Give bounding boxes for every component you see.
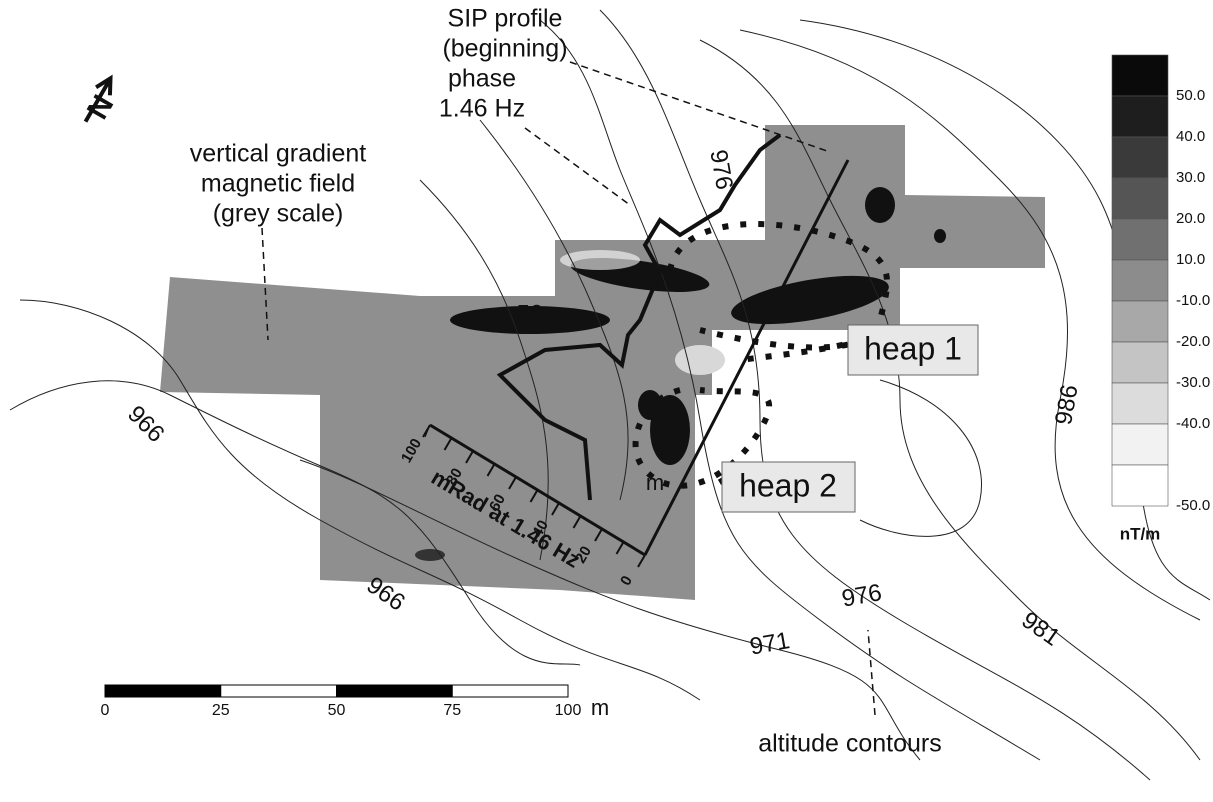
sip-axis-ticks xyxy=(422,424,646,568)
heap-label: heap 1 xyxy=(864,330,962,366)
legend-swatch xyxy=(1111,218,1169,261)
legend-label: 30.0 xyxy=(1176,169,1205,186)
axis-unit: m xyxy=(646,470,664,495)
scale-label: 50 xyxy=(328,702,346,719)
legend-swatch xyxy=(1111,259,1169,302)
legend-swatch xyxy=(1111,341,1169,384)
legend-label: 20.0 xyxy=(1176,210,1205,227)
legend-label: -50.0 xyxy=(1176,497,1210,514)
axis-tick xyxy=(615,541,625,555)
scale-label: 75 xyxy=(443,702,461,719)
north-arrow: N xyxy=(81,74,120,125)
contour-label: 986 xyxy=(1050,383,1084,427)
legend-label: 50.0 xyxy=(1176,87,1205,104)
annotation-arrows xyxy=(261,61,876,716)
scale-label: 100 xyxy=(555,702,582,719)
legend-unit: nT/m xyxy=(1120,524,1161,543)
annotation: (beginning) xyxy=(442,35,567,63)
heap-label: heap 2 xyxy=(739,467,837,503)
legend-swatch xyxy=(1111,423,1169,466)
contour-label: 976 xyxy=(704,148,738,192)
heap-box xyxy=(847,324,979,376)
axis-tick xyxy=(594,528,603,542)
annotation: magnetic field xyxy=(201,170,355,198)
legend-label: -30.0 xyxy=(1176,374,1210,391)
legend-label: -10.0 xyxy=(1176,292,1210,309)
annotation: SIP profile xyxy=(448,5,563,33)
axis-tick xyxy=(508,476,517,490)
axis-tick xyxy=(637,554,646,568)
axis-tick xyxy=(572,515,582,529)
contour-label: 966 xyxy=(122,400,169,447)
contour-label: 971 xyxy=(748,627,792,661)
axis-tick xyxy=(551,502,560,516)
legend-swatch xyxy=(1111,464,1169,507)
axis-tick xyxy=(529,489,539,503)
legend-label: -40.0 xyxy=(1176,415,1210,432)
axis-label: 40 xyxy=(529,517,552,540)
scale-segment xyxy=(104,684,222,698)
legend-swatch xyxy=(1111,54,1169,97)
axis-tick xyxy=(486,463,496,477)
annotation: phase xyxy=(448,65,516,93)
axis-label: 60 xyxy=(486,491,509,514)
scale-segment xyxy=(336,684,453,698)
axis-tick xyxy=(422,424,431,438)
scale-segment xyxy=(451,684,569,698)
annotation: altitude contours xyxy=(758,730,941,758)
scale-segment xyxy=(220,684,337,698)
scale-label: 25 xyxy=(212,702,230,719)
annotation: 1.46 Hz xyxy=(439,95,525,123)
legend-swatch xyxy=(1111,300,1169,343)
scale-unit: m xyxy=(591,695,609,720)
legend-swatch xyxy=(1111,95,1169,138)
legend-swatch xyxy=(1111,177,1169,220)
legend-swatch xyxy=(1111,136,1169,179)
axis-tick xyxy=(465,450,474,464)
contour-label: 976 xyxy=(840,579,884,613)
annotation: vertical gradient xyxy=(190,140,367,168)
scale-label: 0 xyxy=(101,702,110,719)
contour-label: 981 xyxy=(1017,607,1065,652)
axis-label: 20 xyxy=(572,543,595,566)
legend-swatch xyxy=(1111,382,1169,425)
axis-tick xyxy=(443,437,453,451)
heap-box xyxy=(721,461,856,513)
legend-label: -20.0 xyxy=(1176,333,1210,350)
annotation: (grey scale) xyxy=(213,200,344,228)
contour-label: 50 xyxy=(517,300,544,327)
legend-label: 40.0 xyxy=(1176,128,1205,145)
contours xyxy=(9,9,1211,781)
legend-label: 10.0 xyxy=(1176,251,1205,268)
axis-label: 80 xyxy=(443,465,466,488)
